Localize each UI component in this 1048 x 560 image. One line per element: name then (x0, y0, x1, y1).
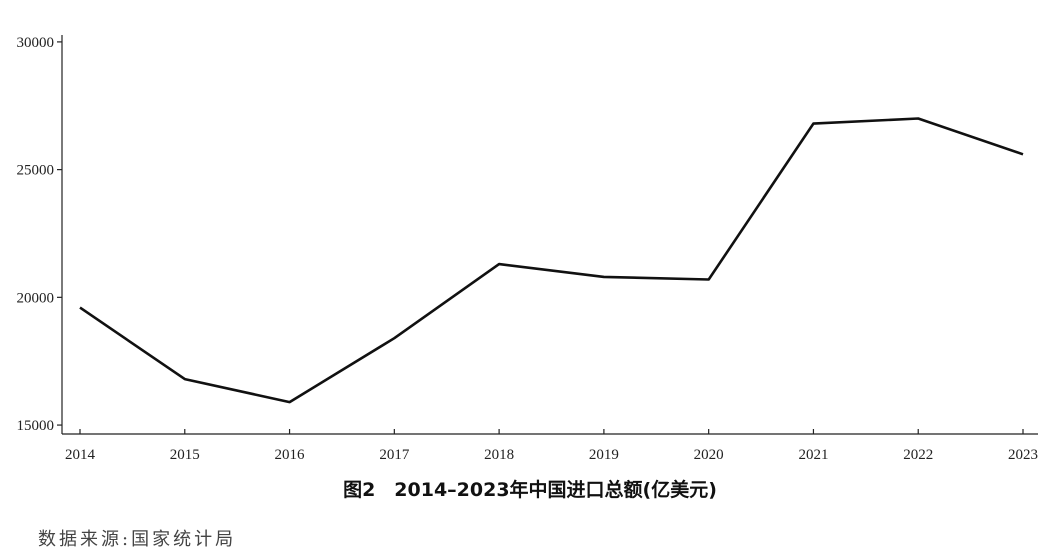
x-tick-label: 2020 (694, 447, 724, 463)
x-tick-label: 2015 (170, 447, 200, 463)
y-tick-label: 20000 (17, 290, 55, 306)
x-tick-label: 2017 (379, 447, 410, 463)
y-tick-label: 25000 (17, 163, 55, 179)
y-tick-label: 15000 (17, 418, 55, 434)
x-tick-label: 2023 (1008, 447, 1038, 463)
x-tick-label: 2014 (65, 447, 96, 463)
x-tick-label: 2021 (798, 447, 828, 463)
x-tick-label: 2016 (275, 447, 306, 463)
x-tick-label: 2019 (589, 447, 619, 463)
source-note: 数据来源:国家统计局 (38, 529, 236, 550)
y-tick-label: 30000 (17, 35, 55, 51)
chart-title: 图2 2014–2023年中国进口总额(亿美元) (343, 478, 717, 501)
x-tick-label: 2022 (903, 447, 933, 463)
x-tick-label: 2018 (484, 447, 514, 463)
data-line (79, 117, 1024, 404)
